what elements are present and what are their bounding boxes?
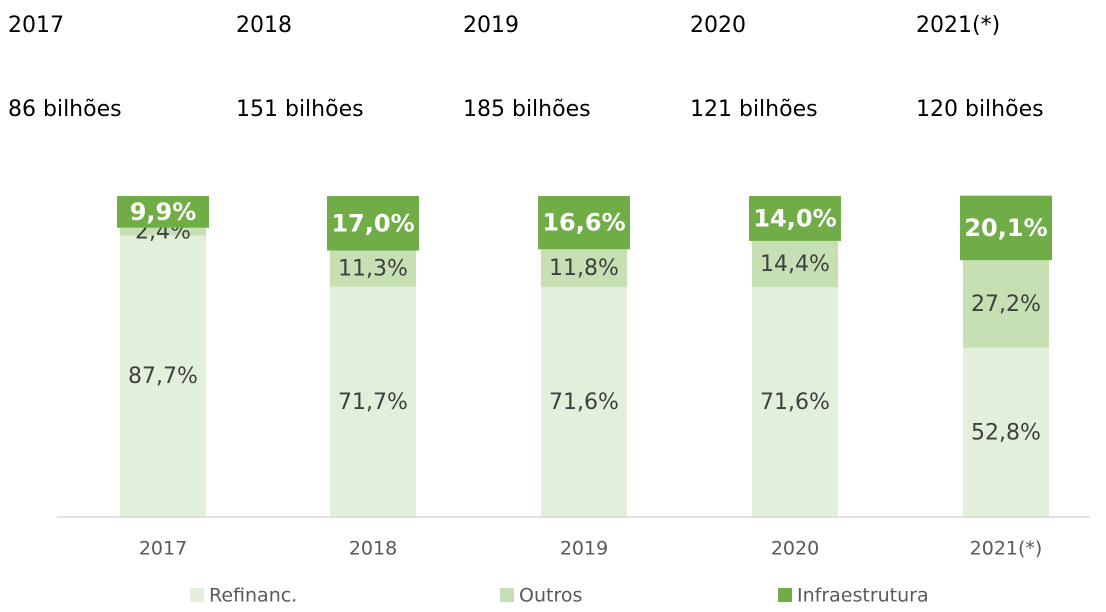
value-label: 71,6% — [760, 390, 830, 415]
bar-segment — [963, 347, 1049, 517]
value-label: 71,7% — [338, 390, 408, 415]
header-year: 2019 — [463, 13, 519, 38]
value-label: 71,6% — [549, 390, 619, 415]
value-label: 11,3% — [338, 257, 408, 282]
bar-segment — [960, 195, 1052, 261]
legend-swatch — [190, 588, 204, 602]
value-label: 14,4% — [760, 252, 830, 277]
value-label: 52,8% — [971, 420, 1041, 445]
bar-segment — [749, 196, 841, 241]
bar-segment — [120, 227, 206, 236]
value-label: 14,0% — [753, 204, 836, 232]
value-label: 27,2% — [971, 292, 1041, 317]
x-tick-label: 2018 — [349, 538, 397, 560]
header-total: 185 bilhões — [463, 97, 591, 122]
legend-swatch — [500, 588, 514, 602]
header-year: 2021(*) — [916, 13, 1000, 38]
header-year: 2017 — [8, 13, 64, 38]
x-tick-label: 2021(*) — [970, 538, 1043, 560]
header-year: 2020 — [690, 13, 746, 38]
value-label: 87,7% — [128, 364, 198, 389]
header-total: 120 bilhões — [916, 97, 1044, 122]
bar-segment — [120, 235, 206, 517]
bar-segment — [752, 240, 838, 288]
x-tick-label: 2019 — [560, 538, 608, 560]
value-label: 20,1% — [964, 214, 1047, 242]
x-tick-label: 2017 — [139, 538, 187, 560]
bar-segment — [330, 286, 416, 517]
legend-swatch — [778, 588, 792, 602]
bar-segment — [538, 196, 630, 250]
header-total: 86 bilhões — [8, 97, 122, 122]
bar-segment — [117, 196, 209, 228]
legend-label: Refinanc. — [209, 585, 297, 607]
header-total: 121 bilhões — [690, 97, 818, 122]
bar-segment — [327, 196, 419, 251]
value-label: 11,8% — [549, 256, 619, 281]
bar-segment — [963, 260, 1049, 348]
value-label: 9,9% — [130, 198, 197, 226]
header-total: 151 bilhões — [236, 97, 364, 122]
value-label: 16,6% — [542, 209, 625, 237]
header-year: 2018 — [236, 13, 292, 38]
value-label: 17,0% — [331, 209, 414, 237]
legend-label: Outros — [519, 585, 582, 607]
bar-segment — [541, 287, 627, 517]
bar-segment — [330, 250, 416, 287]
bar-segment — [541, 249, 627, 288]
x-tick-label: 2020 — [771, 538, 819, 560]
legend-label: Infraestrutura — [797, 585, 929, 607]
bar-segment — [752, 287, 838, 517]
